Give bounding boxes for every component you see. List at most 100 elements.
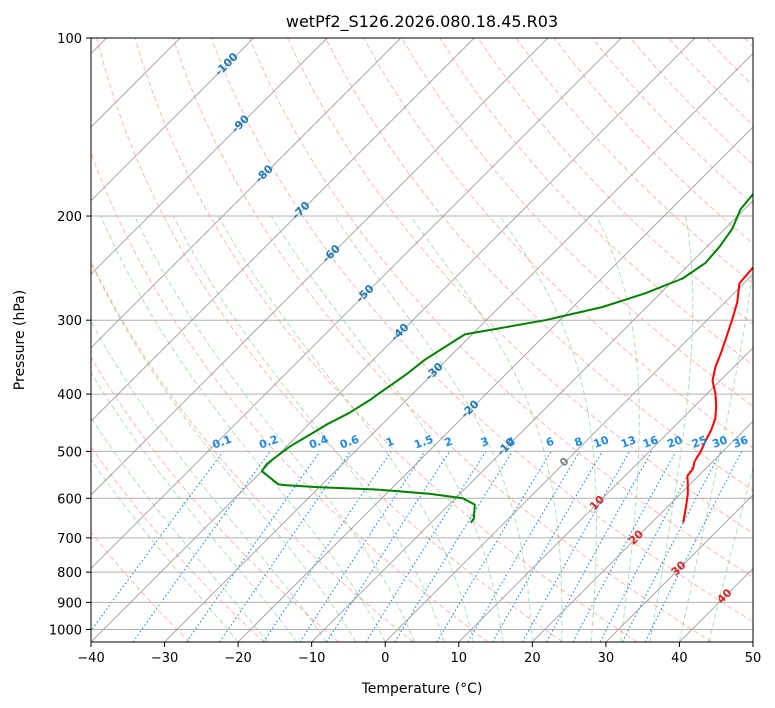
x-tick-label: −30 <box>151 651 178 666</box>
moist-adiabat <box>270 215 504 642</box>
isotherm <box>91 38 328 275</box>
mixing-ratio-label: 10 <box>592 433 611 451</box>
isotherm <box>91 38 475 423</box>
dry-adiabat <box>515 38 753 285</box>
moist-adiabat <box>91 371 298 642</box>
x-tick-label: −20 <box>224 651 251 666</box>
mixing-ratio-line <box>546 451 653 642</box>
mixing-ratio-line <box>91 451 224 632</box>
dry-adiabat <box>96 38 563 642</box>
x-tick-label: −40 <box>77 651 104 666</box>
mixing-ratio-label: 1 <box>384 435 396 450</box>
mixing-ratio-label: 1.5 <box>412 433 435 452</box>
y-tick-label: 800 <box>57 566 82 581</box>
mixing-ratio-label: 30 <box>710 433 729 451</box>
x-axis-title: Temperature (°C) <box>361 681 483 697</box>
isotherm <box>237 126 753 642</box>
sounding-series <box>260 192 753 524</box>
y-tick-label: 300 <box>57 314 82 329</box>
x-tick-label: 40 <box>671 651 688 666</box>
mixing-ratio-label: 0.2 <box>257 433 280 452</box>
mixing-ratio-label: 13 <box>619 433 638 450</box>
mixing-ratio-line <box>299 451 426 642</box>
y-tick-label: 200 <box>57 210 82 225</box>
mixing-ratio-line <box>326 451 451 642</box>
isotherm <box>91 38 622 570</box>
isotherm <box>91 38 255 202</box>
mixing-ratio-label: 20 <box>665 433 684 451</box>
y-tick-label: 1000 <box>49 623 82 638</box>
isotherms <box>91 38 753 642</box>
dry-adiabat <box>172 38 713 642</box>
mixing-ratio-label: 0.1 <box>211 433 234 452</box>
moist-adiabat <box>100 215 386 642</box>
moist-adiabat <box>649 215 694 642</box>
y-tick-label: 500 <box>57 445 82 460</box>
moist-adiabat <box>409 215 563 642</box>
moist-adiabat <box>499 215 597 642</box>
pressure-gridlines <box>91 38 753 630</box>
mixing-ratio-line <box>644 451 743 642</box>
mixing-ratio-label: 8 <box>573 435 585 450</box>
dry-adiabat <box>134 38 638 642</box>
dry-adiabats <box>91 38 753 642</box>
temperature-line <box>682 266 753 523</box>
plot-background <box>91 38 753 642</box>
isotherm <box>531 420 753 642</box>
isotherm <box>458 347 753 642</box>
mixing-ratio-label: 2 <box>443 435 455 450</box>
dry-adiabat <box>91 531 191 642</box>
y-tick-label: 700 <box>57 532 82 547</box>
isotherm <box>91 38 549 496</box>
mixing-ratio-label: 0.6 <box>338 433 361 452</box>
mixing-ratio-label: 3 <box>479 435 491 450</box>
isotherm <box>311 199 753 642</box>
moist-adiabat <box>91 261 357 642</box>
plot-frame <box>90 37 754 643</box>
mixing-ratio-label: 25 <box>690 433 709 450</box>
x-axis: −40 −30 −20 −10 0 10 20 30 40 50 <box>77 642 761 666</box>
y-axis: 100 200 300 400 500 600 700 800 900 1000 <box>49 32 91 638</box>
moist-adiabat <box>172 215 445 642</box>
dry-adiabat <box>325 38 753 491</box>
moist-adiabat <box>91 458 239 642</box>
mixing-ratio-label: 16 <box>641 433 660 451</box>
moist-adiabat <box>708 466 753 642</box>
x-tick-label: 50 <box>745 651 762 666</box>
moist-adiabat <box>678 265 753 642</box>
x-tick-label: 30 <box>598 651 615 666</box>
mixing-ratio-label: 6 <box>544 435 556 450</box>
mixing-ratio-label: 4 <box>505 435 517 450</box>
isotherm <box>384 273 753 642</box>
mixing-ratio-line <box>263 451 392 642</box>
moist-adiabat <box>91 320 327 642</box>
mixing-ratio-label: 0.4 <box>307 433 330 452</box>
x-tick-label: 20 <box>524 651 541 666</box>
moist-adiabat <box>134 215 416 642</box>
dry-adiabat <box>401 38 753 407</box>
moist-adiabat <box>91 416 268 642</box>
mixing-ratio-label: 36 <box>731 433 750 451</box>
y-tick-label: 600 <box>57 492 82 507</box>
mixing-ratio-line <box>394 451 513 642</box>
y-tick-label: 100 <box>57 32 82 47</box>
dewpoint-line <box>260 192 753 524</box>
isotherm <box>164 52 753 642</box>
isotherm <box>91 38 402 349</box>
dry-adiabat <box>248 38 753 578</box>
mixing-ratio-line <box>572 451 677 642</box>
chart-title: wetPf2_S126.2026.080.18.45.R03 <box>286 12 558 32</box>
moist-adiabats <box>91 215 753 642</box>
dry-adiabat <box>91 445 265 642</box>
mixing-ratio-line <box>186 451 321 642</box>
moist-adiabat <box>596 215 640 642</box>
x-tick-label: 0 <box>381 651 389 666</box>
mixing-ratio-line <box>219 451 352 642</box>
mixing-ratio-line <box>522 451 631 642</box>
isotherm <box>91 38 696 642</box>
dry-adiabat <box>477 38 753 325</box>
mixing-ratio-labels: 0.1 0.2 0.4 0.6 1 1.5 2 3 4 6 8 10 13 16 20 25 30 36 <box>211 433 751 452</box>
x-tick-label: −10 <box>298 651 325 666</box>
y-tick-label: 900 <box>57 596 82 611</box>
